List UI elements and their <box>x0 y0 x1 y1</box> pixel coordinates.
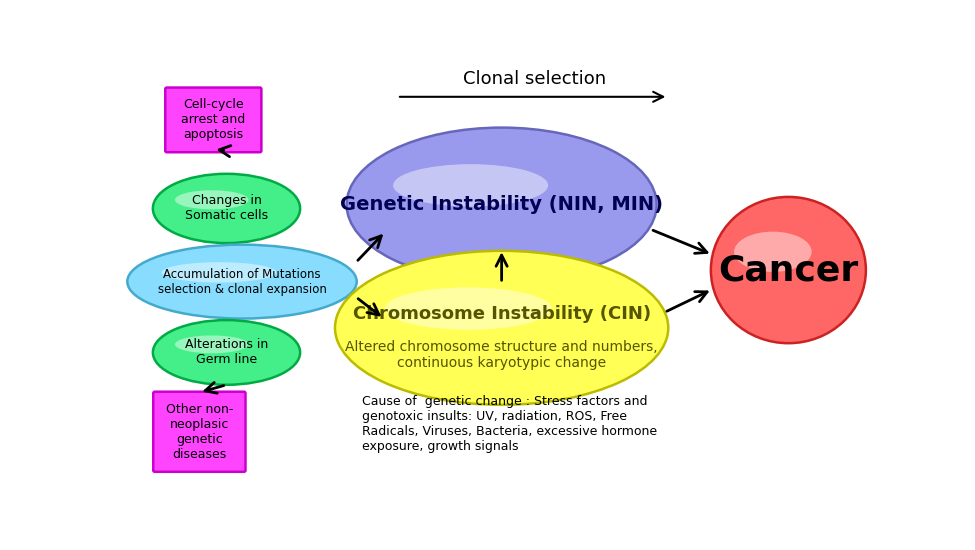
Ellipse shape <box>347 128 656 282</box>
Text: Chromosome Instability (CIN): Chromosome Instability (CIN) <box>353 305 650 323</box>
Text: Altered chromosome structure and numbers,
continuous karyotypic change: Altered chromosome structure and numbers… <box>345 340 658 370</box>
Ellipse shape <box>153 320 300 385</box>
Text: Other non-
neoplasic
genetic
diseases: Other non- neoplasic genetic diseases <box>166 403 233 461</box>
Text: Cancer: Cancer <box>719 253 859 287</box>
Text: Clonal selection: Clonal selection <box>463 69 606 87</box>
Ellipse shape <box>153 174 300 243</box>
Text: Alterations in
Germ line: Alterations in Germ line <box>185 338 268 366</box>
Ellipse shape <box>385 287 552 329</box>
Ellipse shape <box>393 164 548 206</box>
Text: Changes in
Somatic cells: Changes in Somatic cells <box>185 195 268 222</box>
Ellipse shape <box>175 336 249 353</box>
Ellipse shape <box>128 245 357 318</box>
Ellipse shape <box>734 232 811 272</box>
Text: Cell-cycle
arrest and
apoptosis: Cell-cycle arrest and apoptosis <box>181 98 246 141</box>
FancyBboxPatch shape <box>153 392 246 472</box>
FancyBboxPatch shape <box>166 87 261 152</box>
Ellipse shape <box>175 190 249 210</box>
Text: Genetic Instability (NIN, MIN): Genetic Instability (NIN, MIN) <box>340 195 663 214</box>
Ellipse shape <box>335 251 668 405</box>
Text: Cause of  genetic change : Stress factors and
genotoxic insults: UV, radiation, : Cause of genetic change : Stress factors… <box>362 395 657 453</box>
Text: Accumulation of Mutations
selection & clonal expansion: Accumulation of Mutations selection & cl… <box>158 268 327 295</box>
Ellipse shape <box>711 197 866 343</box>
Ellipse shape <box>162 262 276 283</box>
